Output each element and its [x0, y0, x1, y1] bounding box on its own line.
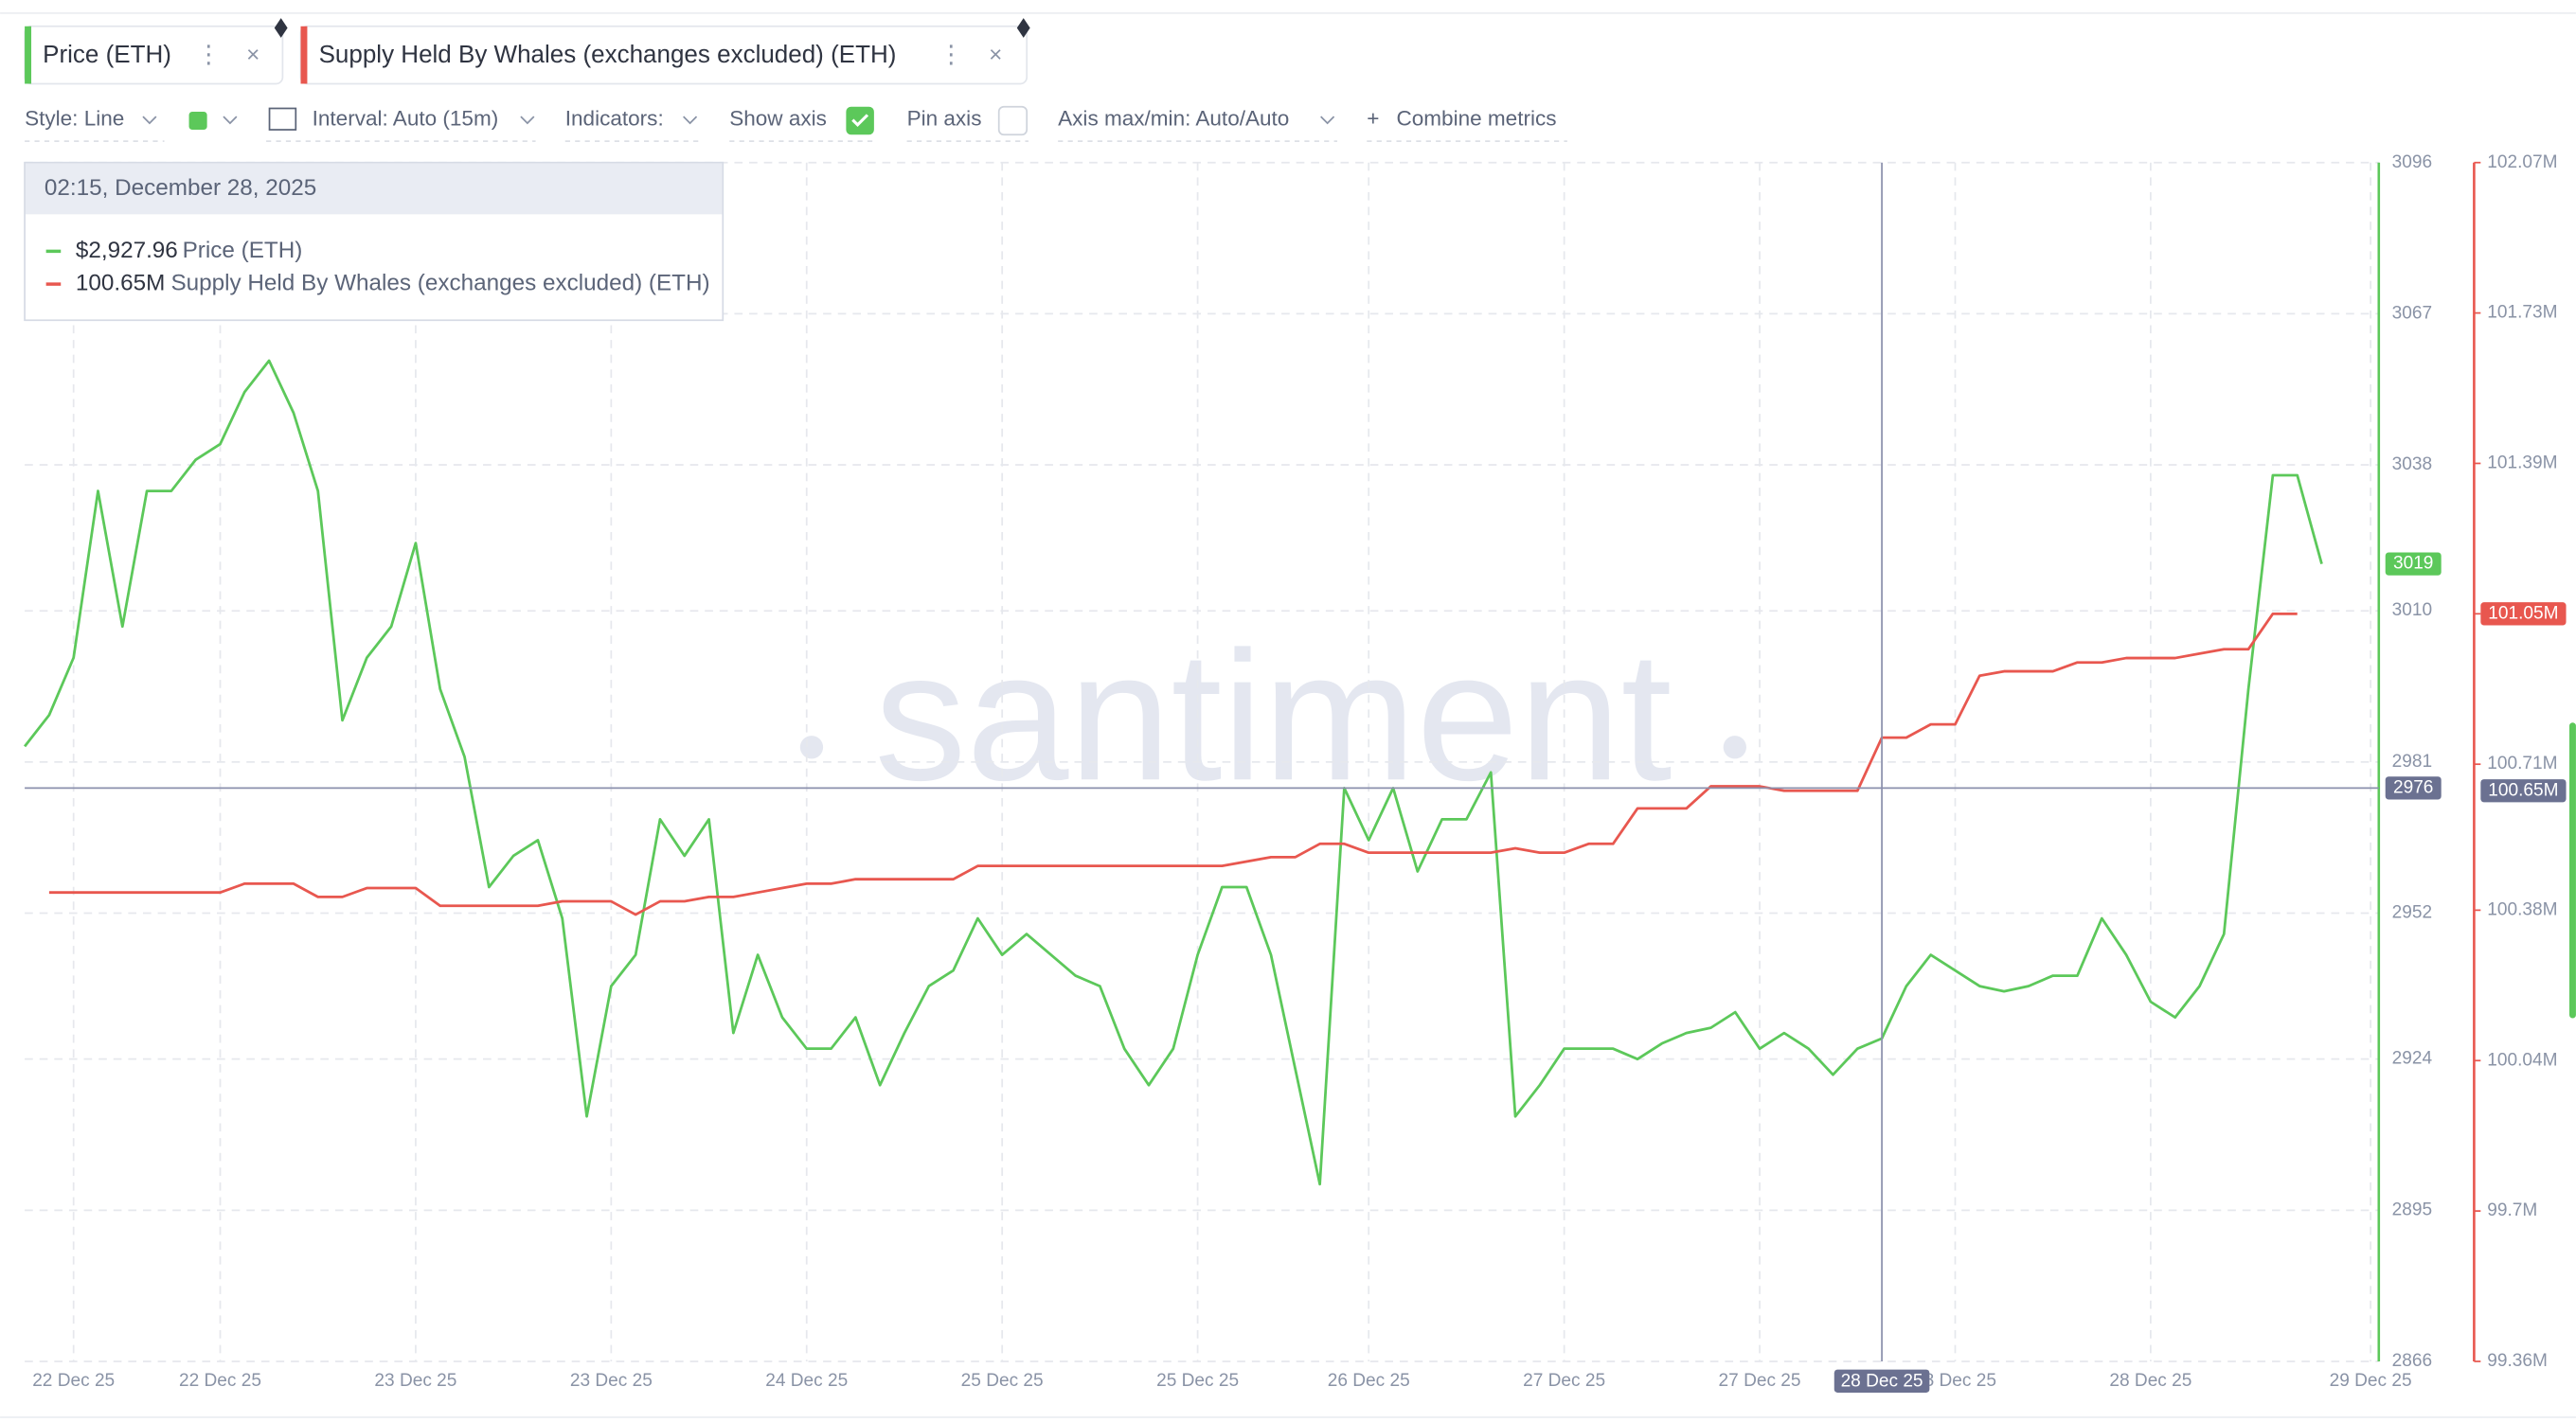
tooltip-series: Price (ETH) — [183, 238, 303, 263]
last-value-label: 101.05M — [2488, 603, 2558, 623]
combine-plus: + — [1367, 107, 1379, 131]
chevron — [1320, 116, 1335, 125]
crosshair-y-badge — [2385, 776, 2442, 800]
tooltip-date: 02:15, December 28, 2025 — [45, 175, 316, 201]
toolbar: Style: Line Interval: Auto (15m) Indicat… — [25, 105, 1567, 143]
tooltip: 02:15, December 28, 2025 $2,927.96 Price… — [24, 161, 724, 322]
tooltip-value: $2,927.96 — [76, 238, 178, 263]
crosshair-x-badge — [1834, 1369, 1930, 1393]
chevron — [223, 116, 238, 125]
watermark-dot — [1723, 736, 1746, 759]
x-tick-label: 23 Dec 25 — [374, 1371, 456, 1391]
eth-icon — [1016, 18, 1030, 38]
x-tick-label: 25 Dec 25 — [961, 1371, 1044, 1391]
x-tick-label: 29 Dec 25 — [2330, 1371, 2412, 1391]
y-tick-label: 2981 — [2392, 752, 2432, 772]
tab[interactable]: Supply Held By Whales (exchanges exclude… — [299, 18, 1030, 85]
x-tick-label: 28 Dec 25 — [2109, 1371, 2191, 1391]
tab-close[interactable]: × — [246, 42, 259, 67]
tab-menu[interactable]: ⋮ — [939, 40, 963, 68]
crosshair-y2-label: 100.65M — [2488, 780, 2558, 800]
watermark: santiment — [874, 613, 1672, 819]
tooltip-header — [25, 163, 723, 215]
interval-icon — [268, 107, 297, 131]
tab-menu[interactable]: ⋮ — [196, 40, 221, 68]
x-tick-label: 22 Dec 25 — [32, 1371, 115, 1391]
y2-tick-label: 100.71M — [2487, 754, 2557, 773]
pin-axis-label[interactable]: Pin axis — [907, 107, 982, 131]
chevron — [683, 116, 698, 125]
indicators-select[interactable]: Indicators: — [565, 107, 664, 131]
style-select[interactable]: Style: Line — [25, 107, 124, 131]
y-tick-label: 3010 — [2392, 600, 2432, 620]
y2-tick-label: 102.07M — [2487, 152, 2557, 172]
tooltip-value: 100.65M — [76, 270, 165, 295]
y-tick-label: 2924 — [2392, 1049, 2433, 1069]
chevron — [520, 116, 535, 125]
y2-tick-label: 100.04M — [2487, 1050, 2557, 1070]
series-line — [23, 359, 2323, 1186]
series-line — [48, 612, 2298, 916]
interval-select[interactable]: Interval: Auto (15m) — [313, 107, 499, 131]
tab-label: Supply Held By Whales (exchanges exclude… — [319, 40, 897, 68]
tab-color — [25, 26, 32, 84]
y-tick-label: 3038 — [2392, 454, 2432, 474]
watermark-dot — [799, 736, 824, 759]
axis-range-select[interactable]: Axis max/min: Auto/Auto — [1058, 107, 1289, 131]
last-value-badge — [2385, 552, 2442, 576]
y2-tick-label: 101.73M — [2487, 303, 2557, 323]
tab-close[interactable]: × — [989, 42, 1002, 67]
y2-tick-label: 101.39M — [2487, 453, 2557, 473]
x-tick-label: 24 Dec 25 — [765, 1371, 848, 1391]
tab-color — [300, 26, 308, 84]
y-tick-label: 2952 — [2392, 903, 2432, 923]
y-tick-label: 3067 — [2392, 303, 2432, 323]
tab[interactable]: Price (ETH) ⋮ × — [24, 18, 288, 85]
chart: santiment 3096 3067 3038 3010 2981 2952 2924 289… — [0, 152, 2576, 1418]
x-tick-label: 27 Dec 25 — [1719, 1371, 1801, 1391]
crosshair-x-label: 28 Dec 25 — [1841, 1372, 1923, 1392]
last-value-label: 3019 — [2393, 554, 2433, 574]
x-tick-label: 22 Dec 25 — [179, 1371, 261, 1391]
color-select[interactable] — [188, 111, 207, 131]
y2-tick-label: 99.7M — [2487, 1200, 2537, 1220]
combine-metrics[interactable]: Combine metrics — [1396, 107, 1556, 131]
y2-tick-label: 100.38M — [2487, 899, 2557, 919]
chevron — [142, 116, 157, 125]
x-tick-label: 25 Dec 25 — [1156, 1371, 1239, 1391]
tooltip-series: Supply Held By Whales (exchanges exclude… — [170, 270, 709, 295]
scroll-handle — [2568, 722, 2576, 1019]
check — [851, 114, 869, 128]
x-tick-label: 23 Dec 25 — [570, 1371, 653, 1391]
y-tick-label: 3096 — [2392, 152, 2432, 172]
eth-icon — [274, 18, 288, 38]
x-tick-label: 27 Dec 25 — [1523, 1371, 1605, 1391]
crosshair-y2-badge — [2480, 779, 2567, 803]
show-axis-label[interactable]: Show axis — [729, 107, 827, 131]
x-tick-label: 28 Dec 25 — [1914, 1371, 1996, 1391]
pin-axis-checkbox[interactable] — [997, 105, 1029, 136]
crosshair-y-label: 2976 — [2393, 777, 2433, 797]
tab-label: Price (ETH) — [43, 40, 171, 68]
last-value-badge — [2480, 602, 2567, 626]
y-tick-label: 2895 — [2392, 1200, 2432, 1219]
y2-tick-label: 99.36M — [2487, 1351, 2548, 1371]
x-tick-label: 26 Dec 25 — [1328, 1371, 1410, 1391]
y-tick-label: 2866 — [2392, 1351, 2432, 1371]
